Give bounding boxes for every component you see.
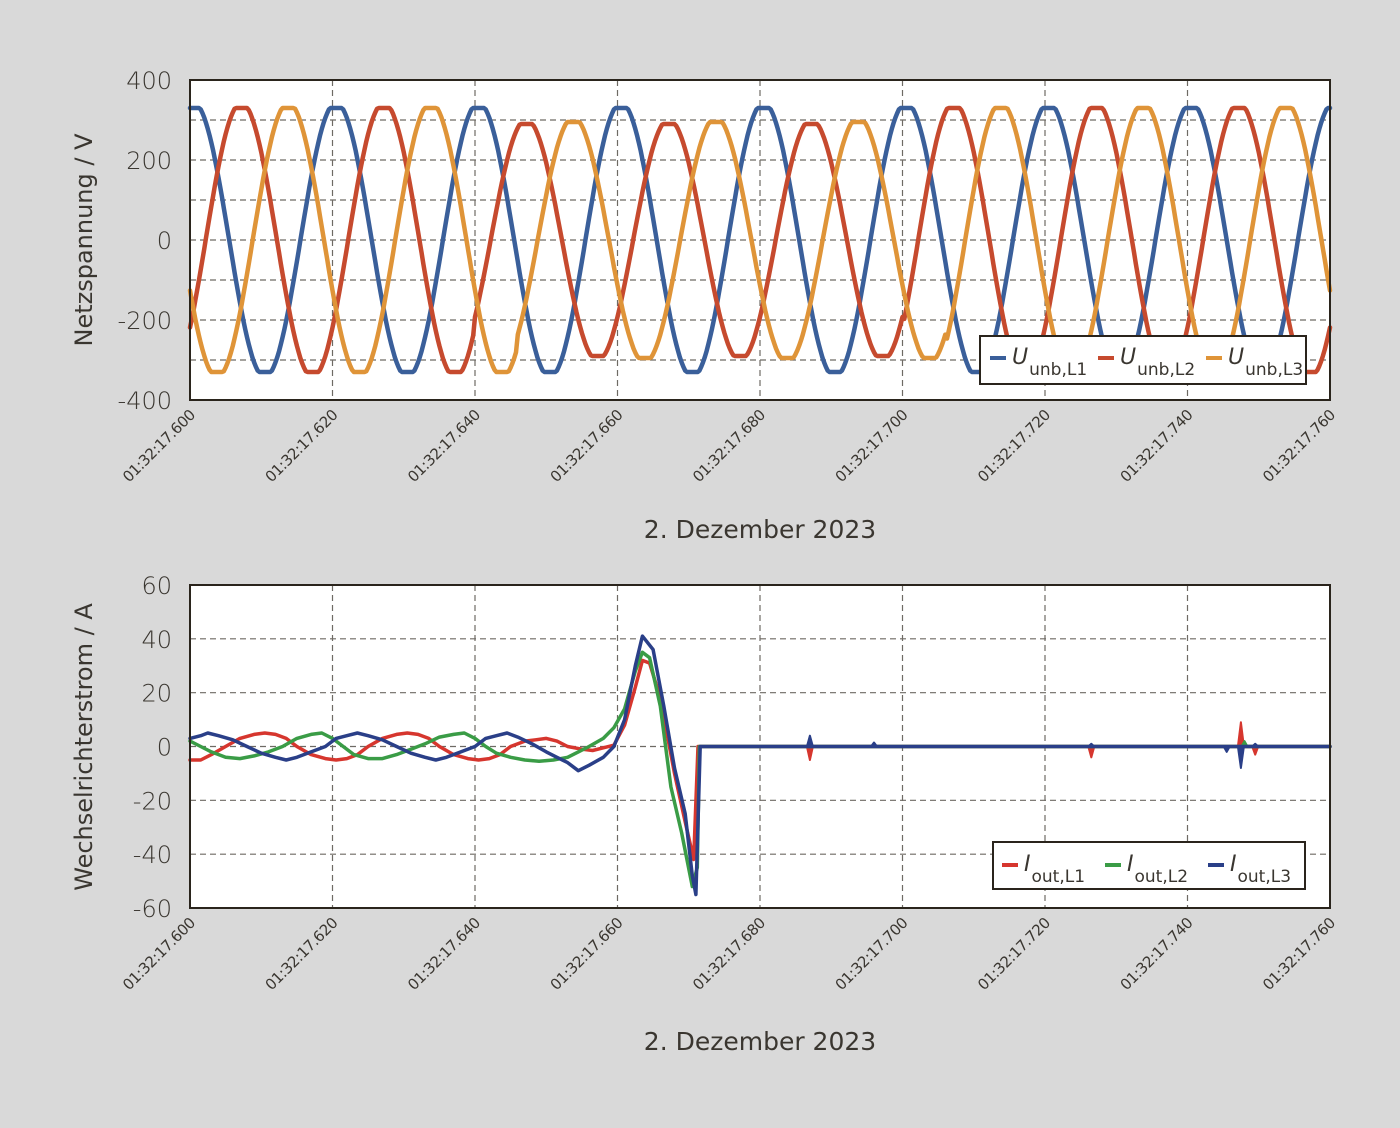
transient-spike <box>1236 745 1245 769</box>
x-tick-label: 01:32:17.700 <box>832 914 912 994</box>
current-y-axis-ticks: 60 40 20 0 -20 -40 -60 <box>133 572 172 923</box>
y-tick-label: -60 <box>133 895 172 923</box>
y-tick-label: 0 <box>157 227 172 255</box>
series-out-l1 <box>188 658 1332 862</box>
x-tick-label: 01:32:17.760 <box>1259 406 1339 486</box>
x-tick-label: 01:32:17.640 <box>404 406 484 486</box>
voltage-y-axis-ticks: 400 200 0 -200 -400 <box>118 67 172 415</box>
x-tick-label: 01:32:17.680 <box>689 406 769 486</box>
transient-spike <box>805 734 814 748</box>
voltage-legend: Uunb,L1 Uunb,L2 Uunb,L3 <box>979 335 1307 385</box>
current-y-axis-label: Wechselrichterstrom / A <box>70 603 98 891</box>
x-tick-label: 01:32:17.600 <box>119 406 199 486</box>
x-tick-label: 01:32:17.620 <box>262 406 342 486</box>
y-tick-label: 0 <box>157 734 172 762</box>
series-out-l2 <box>188 650 1332 889</box>
y-tick-label: 60 <box>141 572 172 600</box>
current-series <box>188 634 1332 897</box>
current-chart: 60 40 20 0 -20 -40 -60 01:32:17.600 01:32:17.62… <box>70 572 1339 1056</box>
y-tick-label: 40 <box>141 626 172 654</box>
current-plot-frame <box>189 584 1331 909</box>
y-tick-label: 400 <box>126 67 172 95</box>
transient-spike <box>870 741 878 748</box>
voltage-y-axis-label: Netzspannung / V <box>70 133 98 347</box>
x-tick-label: 01:32:17.600 <box>119 914 199 994</box>
y-tick-label: -400 <box>118 387 172 415</box>
x-tick-label: 01:32:17.700 <box>832 406 912 486</box>
current-legend: Iout,L1 Iout,L2 Iout,L3 <box>992 841 1306 890</box>
current-legend-box <box>992 841 1306 890</box>
x-tick-label: 01:32:17.740 <box>1117 914 1197 994</box>
voltage-series <box>187 105 1333 375</box>
x-tick-label: 01:32:17.760 <box>1259 914 1339 994</box>
voltage-plot-frame <box>189 79 1331 401</box>
series-out-l3 <box>188 634 1332 897</box>
x-tick-label: 01:32:17.720 <box>974 914 1054 994</box>
voltage-x-axis-ticks: 01:32:17.600 01:32:17.620 01:32:17.640 01:3… <box>119 406 1339 486</box>
x-tick-label: 01:32:17.660 <box>547 914 627 994</box>
current-x-axis-label: 2. Dezember 2023 <box>644 1027 876 1056</box>
series-unb-l3 <box>187 105 1333 375</box>
x-tick-label: 01:32:17.620 <box>262 914 342 994</box>
transient-spike <box>1251 742 1260 748</box>
y-tick-label: -20 <box>133 787 172 815</box>
x-tick-label: 01:32:17.740 <box>1117 406 1197 486</box>
y-tick-label: -200 <box>118 307 172 335</box>
x-tick-label: 01:32:17.680 <box>689 914 769 994</box>
transient-spike <box>1222 745 1231 753</box>
voltage-chart: 400 200 0 -200 -400 01:32:17.600 01:32:17.620… <box>70 67 1339 544</box>
voltage-legend-box <box>979 335 1307 385</box>
x-tick-label: 01:32:17.640 <box>404 914 484 994</box>
x-tick-label: 01:32:17.660 <box>547 406 627 486</box>
y-tick-label: 200 <box>126 147 172 175</box>
series-unb-l1 <box>187 105 1333 375</box>
series-unb-l2 <box>187 105 1333 375</box>
y-tick-label: -40 <box>133 841 172 869</box>
voltage-x-axis-label: 2. Dezember 2023 <box>644 515 876 544</box>
current-x-axis-ticks: 01:32:17.600 01:32:17.620 01:32:17.640 01:3… <box>119 914 1339 994</box>
transient-spike <box>1087 742 1096 748</box>
y-tick-label: 20 <box>141 680 172 708</box>
x-tick-label: 01:32:17.720 <box>974 406 1054 486</box>
